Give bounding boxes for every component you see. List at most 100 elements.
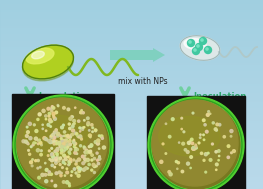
Circle shape [62,167,63,168]
Circle shape [62,150,65,152]
Circle shape [205,46,211,53]
Circle shape [17,99,109,189]
Bar [147,96,245,189]
Circle shape [97,139,100,142]
Circle shape [87,168,88,169]
Circle shape [34,137,37,140]
Circle shape [61,143,64,146]
Circle shape [69,158,72,160]
Circle shape [186,151,189,153]
Circle shape [216,169,217,170]
Circle shape [168,136,171,138]
Circle shape [31,165,33,167]
Circle shape [205,171,207,173]
Circle shape [62,144,64,146]
Circle shape [188,40,195,46]
Circle shape [55,149,58,153]
Circle shape [67,156,69,158]
Circle shape [62,144,64,146]
Circle shape [62,160,64,161]
Circle shape [78,170,81,172]
Circle shape [87,122,90,125]
Circle shape [91,154,93,156]
Circle shape [53,117,57,120]
Circle shape [84,127,85,128]
Circle shape [55,129,57,131]
Circle shape [168,170,171,173]
Circle shape [46,139,47,141]
Circle shape [28,122,32,125]
Circle shape [75,133,78,135]
Circle shape [73,139,75,141]
Circle shape [96,152,98,154]
Circle shape [200,37,206,44]
Circle shape [51,106,53,108]
Circle shape [56,141,59,144]
Circle shape [190,167,191,169]
Ellipse shape [32,51,44,59]
Circle shape [84,158,86,161]
Circle shape [73,146,75,148]
Ellipse shape [26,48,54,64]
Circle shape [71,125,74,128]
Circle shape [47,107,50,110]
Circle shape [44,138,47,140]
Circle shape [200,134,201,135]
Circle shape [84,155,86,156]
Circle shape [40,153,42,156]
Circle shape [79,135,82,138]
Circle shape [55,160,57,161]
Circle shape [223,136,225,138]
Circle shape [69,141,70,143]
Ellipse shape [180,36,220,60]
Circle shape [69,127,71,130]
Circle shape [61,145,63,148]
Circle shape [58,171,61,174]
Circle shape [52,141,54,143]
Bar [12,94,114,189]
Circle shape [41,150,42,152]
Circle shape [27,131,29,134]
Circle shape [82,155,84,158]
Circle shape [101,137,103,139]
Circle shape [49,141,52,144]
Circle shape [62,144,64,146]
Circle shape [90,136,91,138]
Circle shape [60,143,63,146]
Circle shape [181,117,183,119]
Circle shape [77,174,80,177]
Circle shape [59,157,62,159]
Circle shape [82,127,84,128]
Circle shape [74,151,77,154]
Circle shape [37,140,39,141]
Circle shape [64,163,66,165]
Circle shape [66,168,68,170]
Circle shape [78,137,79,138]
Circle shape [192,146,195,149]
Circle shape [214,128,217,131]
Circle shape [218,150,220,152]
Circle shape [61,144,64,147]
Circle shape [53,131,55,133]
Circle shape [38,176,41,179]
Circle shape [48,174,49,175]
Circle shape [78,120,80,122]
Circle shape [50,140,53,143]
Circle shape [57,105,59,106]
Circle shape [60,152,63,154]
Circle shape [55,140,57,143]
Circle shape [171,118,174,121]
Circle shape [67,146,69,148]
Circle shape [15,97,111,189]
Circle shape [71,115,72,117]
Circle shape [193,47,200,54]
FancyArrow shape [110,48,165,62]
Circle shape [27,143,29,145]
Circle shape [97,162,100,165]
Circle shape [13,95,113,189]
Circle shape [64,158,67,161]
Circle shape [63,143,65,145]
Circle shape [203,134,204,136]
Circle shape [55,142,57,145]
Circle shape [50,173,52,175]
